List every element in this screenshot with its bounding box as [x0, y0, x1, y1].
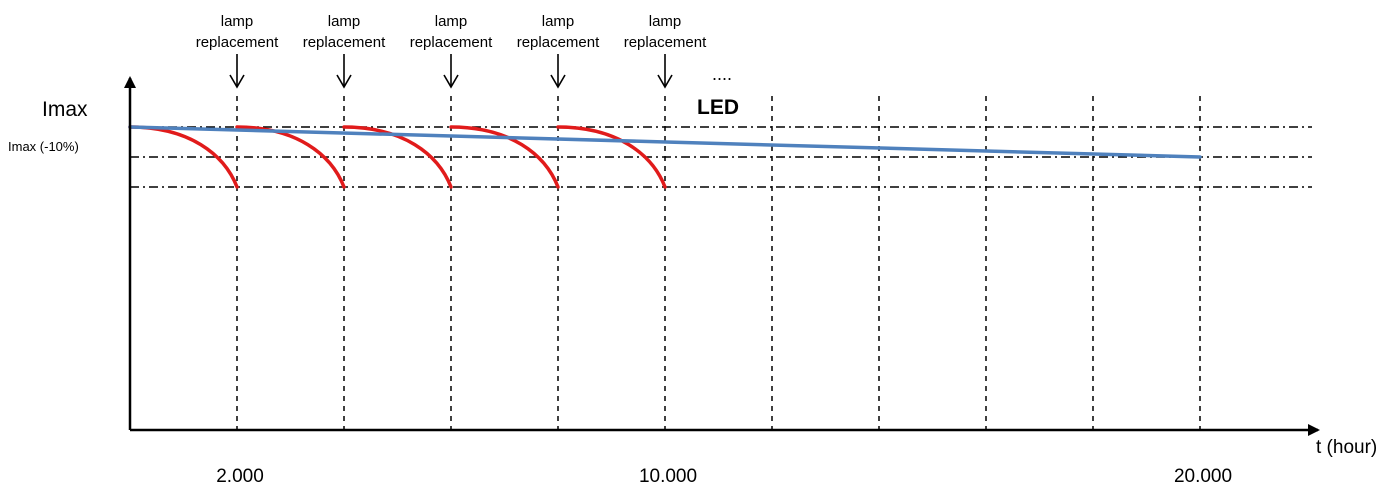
lamp-decay-curve-1	[235, 125, 346, 189]
replacement-arrow-head-0	[229, 74, 245, 89]
replacement-label-line1-3: lamp	[542, 13, 575, 30]
y-label-imax-minus-10: Imax (-10%)	[8, 139, 79, 154]
led-series-label: LED	[697, 96, 739, 119]
replacement-arrow-head-1	[336, 74, 352, 89]
replacement-label-line2-3: replacement	[517, 34, 600, 51]
replacement-arrow-head-4	[657, 74, 673, 89]
lamp-decay-curve-4	[556, 125, 667, 189]
replacement-label-line2-2: replacement	[410, 34, 493, 51]
series-layer	[128, 125, 1202, 189]
replacement-label-line1-2: lamp	[435, 13, 468, 30]
x-axis-title: t (hour)	[1316, 437, 1377, 458]
ellipsis-mark: ....	[712, 64, 732, 84]
x-tick-label-0: 2.000	[216, 466, 264, 487]
replacement-label-line1-1: lamp	[328, 13, 361, 30]
replacement-label-line2-4: replacement	[624, 34, 707, 51]
x-tick-label-1: 10.000	[639, 466, 697, 487]
led-line	[128, 125, 1202, 159]
axes-layer	[124, 76, 1320, 436]
replacement-label-line2-0: replacement	[196, 34, 279, 51]
x-tick-label-2: 20.000	[1174, 466, 1232, 487]
replacement-label-line1-4: lamp	[649, 13, 682, 30]
grid-layer	[130, 96, 1312, 430]
lamp-decay-curve-2	[342, 125, 453, 189]
replacement-arrow-head-3	[550, 74, 566, 89]
replacement-label-line2-1: replacement	[303, 34, 386, 51]
replacement-arrow-head-2	[443, 74, 459, 89]
labels-layer: lamp replacement lamp replacement lamp replac…	[8, 13, 1377, 487]
lamp-decay-curve-3	[449, 125, 560, 189]
replacement-label-line1-0: lamp	[221, 13, 254, 30]
y-label-imax: Imax	[42, 98, 88, 121]
